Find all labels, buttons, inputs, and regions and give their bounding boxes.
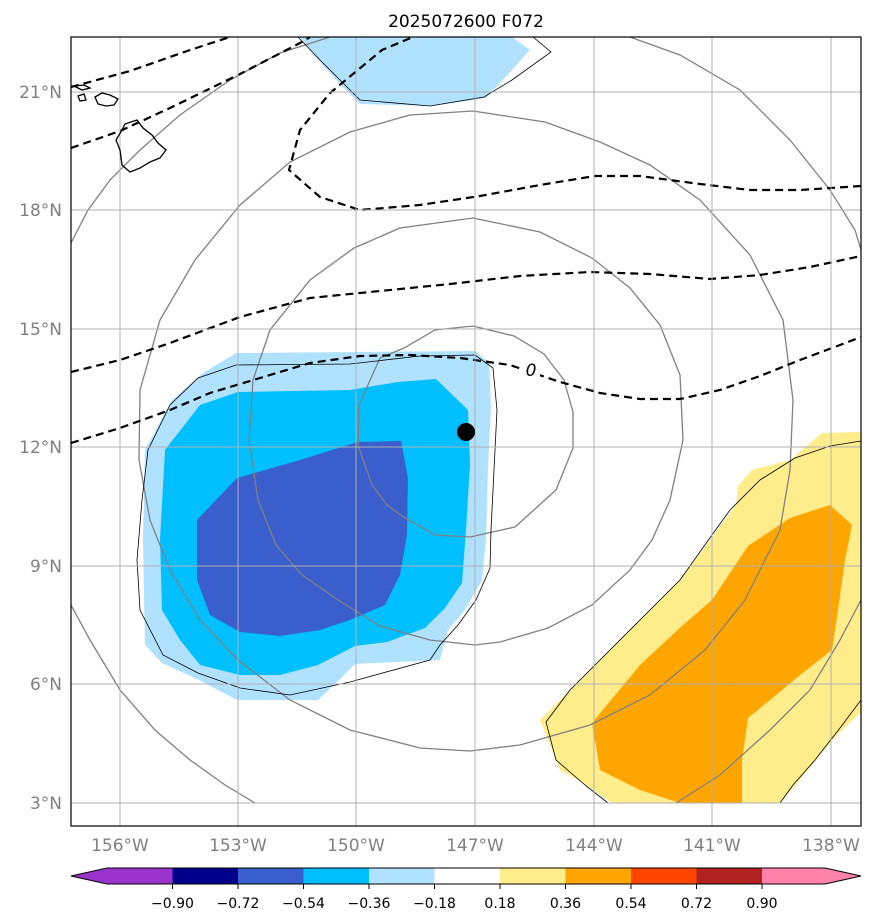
- range-ring-1: [357, 325, 574, 538]
- colorbar-segment: [631, 868, 697, 884]
- colorbar-segment: [565, 868, 631, 884]
- shade-orange-region: [592, 505, 852, 803]
- dashed-line-1: [71, 335, 861, 445]
- colorbar-segment: [762, 868, 825, 884]
- range-ring-3: [138, 110, 794, 752]
- colorbar-segment: [434, 868, 500, 884]
- gridlines: [71, 37, 861, 826]
- colorbar-segment: [303, 868, 369, 884]
- colorbar-label: 0.18: [484, 896, 515, 912]
- colorbar-outline: [70, 867, 862, 885]
- colorbar-label: −0.18: [413, 896, 456, 912]
- colorbar-segment: [369, 868, 435, 884]
- outline-positive: [545, 440, 861, 804]
- map-plot-area: 0: [71, 37, 861, 826]
- range-ring-4: [71, 37, 331, 244]
- hawaii-coastline: [71, 84, 167, 173]
- island-molokai: [71, 84, 92, 91]
- colorbar-label: −0.90: [151, 896, 194, 912]
- dashed-line-4: [71, 37, 311, 150]
- colorbar-segment: [71, 868, 107, 884]
- colorbar-label: −0.54: [282, 896, 325, 912]
- outline-negative-north: [297, 37, 552, 107]
- colorbar-segment: [107, 868, 173, 884]
- map-title: 2025072600 F072: [388, 12, 544, 32]
- lon-label: 147°W: [446, 836, 504, 856]
- dashed-line-2: [71, 254, 861, 374]
- colorbar-label: 0.36: [550, 896, 581, 912]
- colorbar-label: −0.36: [348, 896, 391, 912]
- colorbar-segment: [825, 868, 861, 884]
- contour-label-background: [522, 358, 540, 378]
- lat-label: 3°N: [30, 794, 62, 814]
- colorbar-label: 0.90: [746, 896, 777, 912]
- lon-label: 153°W: [209, 836, 267, 856]
- range-ring-4-southeast: [675, 599, 861, 804]
- negative-shading: [143, 37, 530, 700]
- dashed-line-3: [287, 37, 861, 212]
- colorbar-labels: −0.90 −0.72 −0.54 −0.36 −0.18 0.18 0.36 …: [151, 896, 778, 912]
- lon-label: 150°W: [327, 836, 385, 856]
- colorbar-ticks: [172, 884, 763, 889]
- lon-label: 138°W: [802, 836, 860, 856]
- range-ring-4-south: [71, 604, 256, 804]
- shade-dark-blue-region: [197, 441, 408, 636]
- colorbar-label: −0.72: [217, 896, 260, 912]
- latitude-labels: 21°N 18°N 15°N 12°N 9°N 6°N 3°N: [19, 83, 62, 814]
- range-ring-4-east: [629, 37, 861, 251]
- lat-label: 15°N: [19, 320, 62, 340]
- dashed-line-5: [71, 37, 231, 89]
- lat-label: 9°N: [30, 557, 62, 577]
- lon-label: 144°W: [565, 836, 623, 856]
- island-big: [115, 119, 167, 173]
- outline-positive-inner: [779, 699, 861, 804]
- island-oahu: [77, 93, 87, 102]
- colorbar-segment: [696, 868, 762, 884]
- colorbar: [70, 867, 862, 885]
- storm-center-marker: [457, 423, 475, 441]
- outline-negative-main: [136, 354, 498, 696]
- shade-light-blue-region-north: [300, 37, 530, 106]
- island-maui: [94, 92, 119, 107]
- positive-shading: [540, 432, 861, 803]
- lat-label: 18°N: [19, 201, 62, 221]
- lon-label: 141°W: [683, 836, 741, 856]
- outline-contours: [136, 37, 861, 804]
- lat-label: 12°N: [19, 438, 62, 458]
- colorbar-segment: [238, 868, 304, 884]
- lon-label: 156°W: [91, 836, 149, 856]
- colorbar-segment: [500, 868, 566, 884]
- dashed-isolines: [71, 37, 861, 445]
- lat-label: 6°N: [30, 675, 62, 695]
- colorbar-segment: [172, 868, 238, 884]
- colorbar-label: 0.72: [681, 896, 712, 912]
- lat-label: 21°N: [19, 83, 62, 103]
- colorbar-label: 0.54: [615, 896, 646, 912]
- map-frame: [70, 36, 862, 827]
- contour-label: 0: [526, 361, 537, 381]
- longitude-labels: 156°W 153°W 150°W 147°W 144°W 141°W 138°…: [91, 836, 860, 856]
